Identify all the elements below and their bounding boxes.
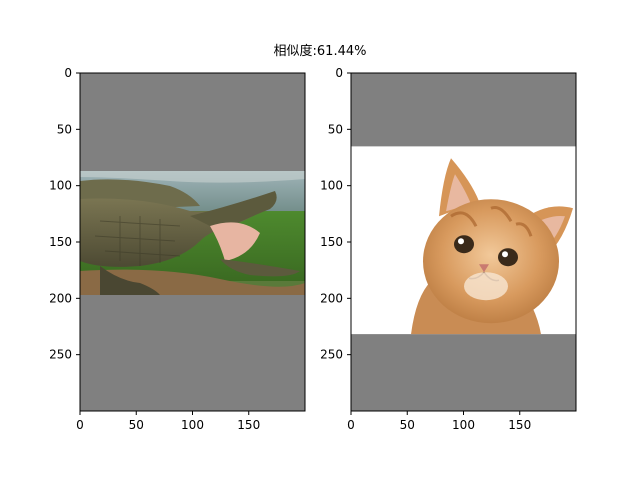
right-x-tick-label: 0 (347, 418, 355, 432)
left-y-tick-label: 0 (64, 66, 72, 80)
right-axes: 0 50 100 150 0 50 100 150 200 250 (320, 66, 577, 432)
right-x-tick-label: 150 (508, 418, 531, 432)
left-x-tick-label: 50 (129, 418, 144, 432)
left-image-panel: 0 50 100 150 0 50 100 150 200 250 (49, 66, 306, 432)
right-x-tick-label: 50 (400, 418, 415, 432)
kitten-photo (351, 146, 576, 335)
right-x-tick-label: 100 (452, 418, 475, 432)
left-y-tick-label: 250 (49, 348, 72, 362)
right-y-tick-label: 100 (320, 179, 343, 193)
right-y-tick-label: 250 (320, 348, 343, 362)
left-x-tick-label: 150 (237, 418, 260, 432)
figure-title: 相似度:61.44% (273, 44, 367, 59)
right-y-tick-label: 150 (320, 235, 343, 249)
crocodile-photo (80, 171, 305, 296)
left-y-tick-label: 150 (49, 235, 72, 249)
right-y-tick-label: 200 (320, 291, 343, 305)
left-x-tick-label: 100 (181, 418, 204, 432)
right-y-tick-label: 50 (328, 122, 343, 136)
right-image-panel: 0 50 100 150 0 50 100 150 200 250 (320, 66, 577, 432)
left-y-tick-label: 100 (49, 179, 72, 193)
left-axes: 0 50 100 150 0 50 100 150 200 250 (49, 66, 306, 432)
left-x-tick-label: 0 (76, 418, 84, 432)
left-y-tick-label: 50 (57, 122, 72, 136)
left-y-tick-label: 200 (49, 291, 72, 305)
right-y-tick-label: 0 (335, 66, 343, 80)
